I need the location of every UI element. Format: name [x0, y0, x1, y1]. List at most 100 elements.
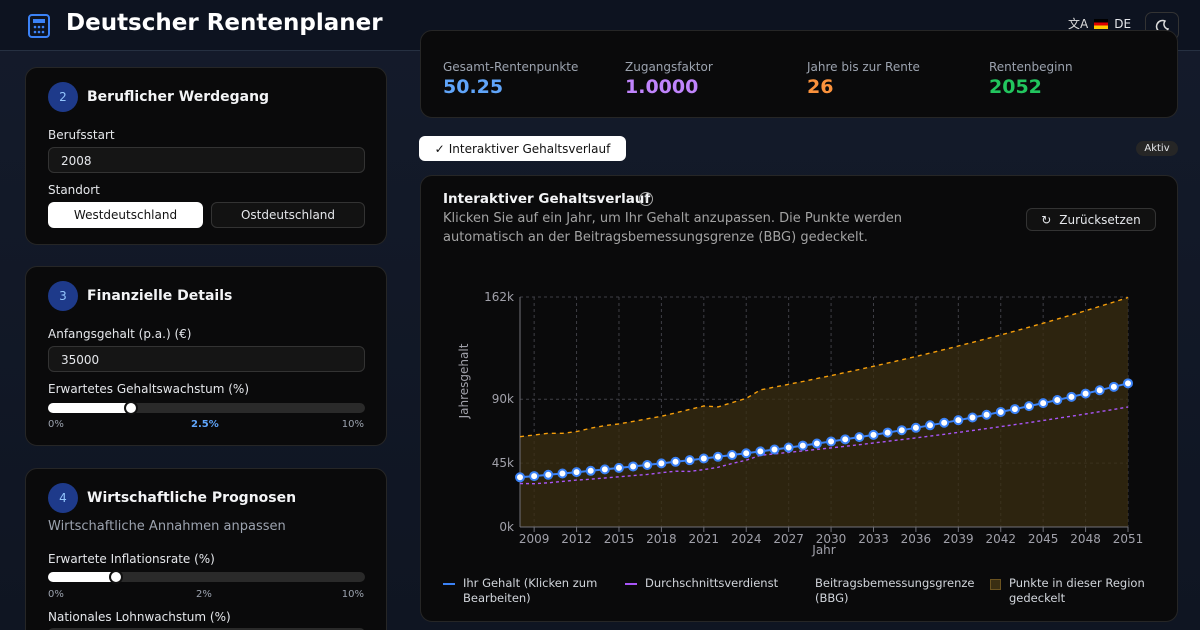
chart-toggle[interactable]: ✓ Interaktiver Gehaltsverlauf [419, 136, 626, 161]
card-subtitle: Wirtschaftliche Annahmen anpassen [48, 519, 286, 534]
salary-point[interactable] [585, 465, 596, 476]
salary-point[interactable] [811, 438, 822, 449]
stat-value: 1.0000 [625, 76, 699, 98]
chart-card: Interaktiver Gehaltsverlauf i Klicken Si… [420, 175, 1178, 622]
step-badge: 4 [48, 483, 78, 513]
x-tick-label: 2039 [943, 532, 974, 546]
x-axis-label: Jahr [811, 543, 835, 557]
reset-icon: ↻ [1041, 212, 1052, 227]
salary-point[interactable] [854, 432, 865, 443]
stat-value: 26 [807, 76, 834, 98]
x-tick-label: 2033 [858, 532, 889, 546]
salary-point[interactable] [882, 427, 893, 438]
slider-fill [48, 572, 116, 582]
salary-point[interactable] [529, 471, 540, 482]
start-input[interactable]: 2008 [48, 147, 365, 173]
y-tick-label: 162k [484, 290, 514, 304]
salary-point[interactable] [1108, 381, 1119, 392]
salary-point[interactable] [613, 462, 624, 473]
salary-point[interactable] [1024, 401, 1035, 412]
salary-point[interactable] [981, 409, 992, 420]
salary-point[interactable] [712, 451, 723, 462]
salary-point[interactable] [840, 434, 851, 445]
salary-point[interactable] [515, 472, 525, 483]
x-tick-label: 2021 [689, 532, 720, 546]
salary-point[interactable] [967, 412, 978, 423]
legend-label: Durchschnittsverdienst [645, 576, 779, 590]
slider-knob[interactable] [124, 401, 138, 415]
salary-point[interactable] [656, 458, 667, 469]
y-tick-label: 45k [492, 456, 514, 470]
flag [1094, 18, 1109, 29]
career-card: 2 Beruflicher Werdegang Berufsstart 2008… [25, 67, 387, 245]
stat-value: 50.25 [443, 76, 504, 98]
slider-fill [48, 403, 132, 413]
salary-point[interactable] [1052, 395, 1063, 406]
field-label: Standort [48, 183, 100, 197]
salary-point[interactable] [642, 459, 653, 470]
salary-point[interactable] [939, 417, 950, 428]
x-tick-label: 2042 [985, 532, 1016, 546]
salary-point[interactable] [953, 415, 964, 426]
salary-point[interactable] [910, 422, 921, 433]
salary-point[interactable] [1094, 385, 1105, 396]
salary-point[interactable] [783, 442, 794, 453]
slider-track[interactable] [48, 572, 365, 582]
salary-point[interactable] [995, 406, 1006, 417]
y-axis-label: Jahresgehalt [457, 343, 471, 419]
salary-point[interactable] [868, 429, 879, 440]
x-tick-label: 2045 [1028, 532, 1059, 546]
reset-button[interactable]: ↻ Zurücksetzen [1026, 208, 1156, 231]
legend-label: Beitragsbemessungsgrenze (BBG) [815, 576, 975, 605]
salary-point[interactable] [599, 464, 610, 475]
series-line [519, 296, 1129, 438]
salary-point[interactable] [769, 444, 780, 455]
salary-input[interactable]: 35000 [48, 346, 365, 372]
salary-point[interactable] [698, 453, 709, 464]
reset-label: Zurücksetzen [1059, 212, 1141, 227]
slider-max: 10% [341, 419, 364, 430]
salary-point[interactable] [741, 448, 752, 459]
salary-point[interactable] [755, 446, 766, 457]
location-button[interactable]: Westdeutschland [48, 202, 203, 228]
series-line [519, 406, 1129, 485]
salary-point[interactable] [571, 467, 582, 478]
slider-track[interactable] [48, 628, 365, 630]
salary-point[interactable] [543, 469, 554, 480]
salary-point[interactable] [896, 425, 907, 436]
salary-point[interactable] [628, 461, 639, 472]
salary-point[interactable] [1080, 388, 1091, 399]
language-code: DE [1114, 16, 1132, 31]
salary-point[interactable] [925, 420, 936, 431]
info-icon[interactable]: i [639, 192, 653, 206]
stat-label: Gesamt-Rentenpunkte [443, 60, 579, 74]
salary-point[interactable] [826, 436, 837, 447]
field-label: Berufsstart [48, 128, 115, 142]
stat-label: Jahre bis zur Rente [807, 60, 920, 74]
salary-point[interactable] [684, 455, 695, 466]
salary-point[interactable] [1038, 398, 1049, 409]
x-tick-label: 2051 [1113, 532, 1144, 546]
salary-point[interactable] [557, 468, 568, 479]
salary-point[interactable] [727, 450, 738, 461]
slider-value: 2.5% [191, 419, 219, 430]
stat-value: 2052 [989, 76, 1042, 98]
x-tick-label: 2048 [1070, 532, 1101, 546]
stats-card: Gesamt-Rentenpunkte 50.25 Zugangsfaktor 1.0… [420, 30, 1178, 118]
step-badge: 3 [48, 281, 78, 311]
card-title: Beruflicher Werdegang [87, 89, 270, 105]
legend-item: Ihr Gehalt (Klicken zum Bearbeiten) [443, 576, 623, 606]
slider-knob[interactable] [109, 570, 123, 584]
slider-track[interactable] [48, 403, 365, 413]
legend-item: Punkte in dieser Region gedeckelt [990, 576, 1169, 606]
legend: Ihr Gehalt (Klicken zum Bearbeiten) Durch… [421, 574, 1177, 614]
salary-point[interactable] [670, 456, 681, 467]
location-button[interactable]: Ostdeutschland [211, 202, 365, 228]
salary-point[interactable] [797, 440, 808, 451]
salary-point[interactable] [1066, 391, 1077, 402]
capped-area [520, 297, 1128, 527]
forecast-card: 4 Wirtschaftliche Prognosen Wirtschaftli… [25, 468, 387, 630]
language-switch[interactable]: 文A DE [1068, 15, 1131, 32]
salary-point[interactable] [1009, 404, 1020, 415]
salary-point[interactable] [1123, 378, 1133, 389]
